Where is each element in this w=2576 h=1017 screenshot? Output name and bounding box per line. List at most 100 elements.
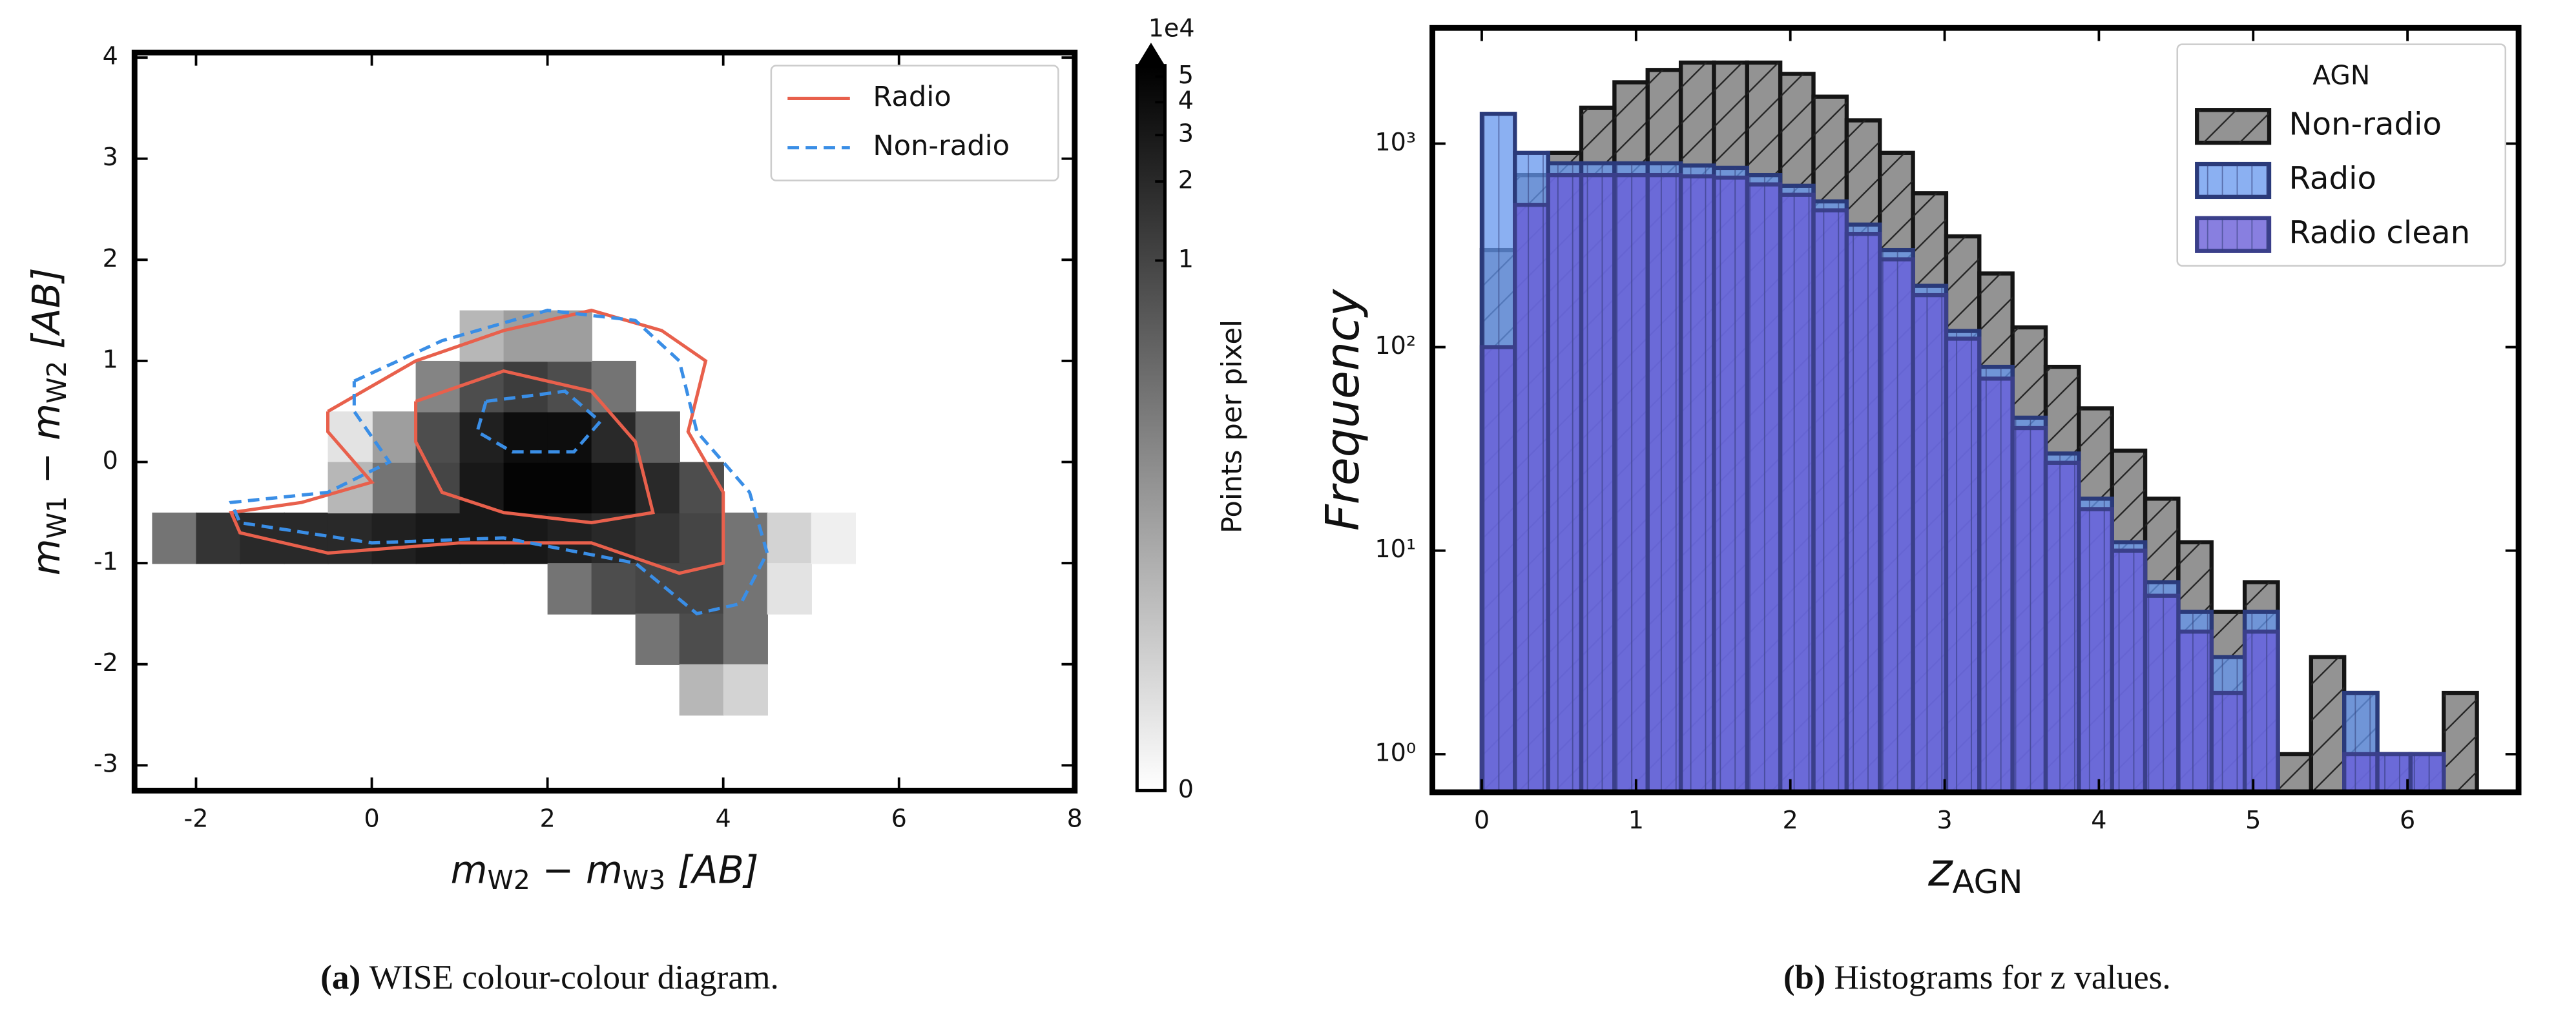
bar-hatch: [2311, 657, 2345, 792]
density-cell: [371, 462, 417, 514]
colorbar-frame: [1135, 64, 1167, 792]
bar-hatch: [2145, 595, 2179, 792]
y-tick-label: 10⁰: [1375, 738, 1416, 766]
caption-label: (a): [320, 958, 360, 996]
legend-label: Radio clean: [2289, 214, 2470, 251]
subscript: W2: [487, 865, 530, 896]
legend-box: [2176, 43, 2507, 267]
caption-space: [1825, 958, 1834, 996]
x-tick-label: 6: [891, 805, 907, 833]
bar-hatch: [1481, 347, 1515, 792]
bar-hatch: [2344, 754, 2378, 792]
legend-label: Radio: [2289, 160, 2376, 196]
x-tick-label: 6: [2400, 806, 2415, 834]
label-part: Frequency: [1315, 289, 1369, 531]
x-tick-label: 4: [716, 805, 731, 833]
label-part: − m: [530, 848, 623, 892]
contour: [229, 309, 725, 575]
y-tick-label: 0: [103, 446, 118, 475]
x-tick-label: 5: [2245, 806, 2261, 834]
contour: [229, 309, 769, 616]
density-cell: [284, 512, 329, 564]
density-cell: [152, 512, 197, 564]
density-cell: [547, 563, 592, 615]
bar-hatch: [1614, 175, 1648, 792]
colorbar-tick-label: 3: [1178, 119, 1194, 148]
y-tick-label: 2: [103, 244, 118, 272]
x-tick-label: 3: [1937, 806, 1952, 834]
density-cell: [547, 462, 592, 514]
legend-hatch: [2197, 218, 2269, 251]
density-cell: [767, 512, 812, 564]
x-tick-label: 8: [1067, 805, 1083, 833]
density-cell: [811, 512, 856, 564]
density-cell: [503, 310, 548, 362]
bar-hatch: [2178, 632, 2212, 792]
density-cell: [459, 310, 504, 362]
y-tick-label: -1: [94, 548, 118, 576]
density-cell: [635, 411, 680, 463]
y-axis-label: Frequency: [1315, 289, 1369, 531]
x-tick-label: 4: [2091, 806, 2106, 834]
bar-hatch: [1979, 378, 2013, 792]
bar-hatch: [1813, 210, 1847, 792]
colorbar-extend: [1137, 43, 1165, 66]
bar-hatch: [1913, 295, 1946, 792]
density-cell: [679, 613, 724, 665]
colorbar-tick-label: 0: [1178, 775, 1194, 803]
colorbar-tick-label: 2: [1178, 166, 1194, 194]
label-part: [AB]: [25, 267, 68, 360]
bar-hatch: [2045, 462, 2079, 792]
colorbar-label: Points per pixel: [1216, 320, 1249, 533]
density-cell: [679, 462, 724, 514]
bar-hatch: [2377, 754, 2411, 792]
x-axis-label: mW2 − mW3 [AB]: [451, 848, 759, 896]
bar-hatch: [1846, 234, 1880, 792]
label-part: z: [1927, 843, 1953, 896]
caption-label: (b): [1783, 958, 1825, 996]
colorbar-tick-label: 5: [1178, 61, 1194, 89]
y-axis-label: mW1 − mW2 [AB]: [25, 267, 72, 575]
subscript: W1: [41, 496, 72, 539]
density-cell: [415, 360, 461, 413]
y-tick-label: 10³: [1375, 128, 1416, 156]
label-part: m: [25, 539, 68, 575]
x-tick-label: 1: [1628, 806, 1644, 834]
density-cell: [635, 613, 680, 665]
y-tick-label: 10¹: [1375, 535, 1416, 563]
bar-hatch: [1780, 194, 1814, 792]
caption: (a) WISE colour-colour diagram.: [320, 958, 779, 996]
bar-hatch: [1515, 205, 1548, 792]
caption-text: Histograms for z values.: [1834, 958, 2170, 996]
density-cell: [591, 360, 636, 413]
density-cell: [371, 411, 417, 463]
bar-hatch: [1946, 338, 1980, 792]
label-part: m: [451, 848, 488, 892]
density-cell: [591, 462, 636, 514]
x-tick-label: 0: [1474, 806, 1490, 834]
bar-hatch: [1747, 184, 1781, 792]
subscript: AGN: [1952, 863, 2022, 901]
density-cell: [679, 512, 724, 564]
density-cell: [503, 462, 548, 514]
density-cell: [503, 411, 548, 463]
density-cell: [503, 360, 548, 413]
caption-space: [360, 958, 369, 996]
x-tick-label: 2: [539, 805, 555, 833]
bar-hatch: [2211, 693, 2245, 792]
density-cell: [767, 563, 812, 615]
plot-frame: [1429, 25, 2522, 796]
bar-hatch: [1548, 175, 1582, 792]
caption: (b) Histograms for z values.: [1783, 958, 2171, 996]
bar-hatch: [1647, 175, 1681, 792]
colorbar-offset: 1e4: [1148, 14, 1195, 42]
bar-hatch: [1681, 176, 1714, 792]
density-cell: [459, 360, 504, 413]
y-tick-label: 3: [103, 143, 118, 171]
density-cell: [723, 664, 768, 716]
bar-hatch: [2278, 754, 2311, 792]
x-tick-label: 2: [1783, 806, 1798, 834]
density-cell: [327, 411, 373, 463]
